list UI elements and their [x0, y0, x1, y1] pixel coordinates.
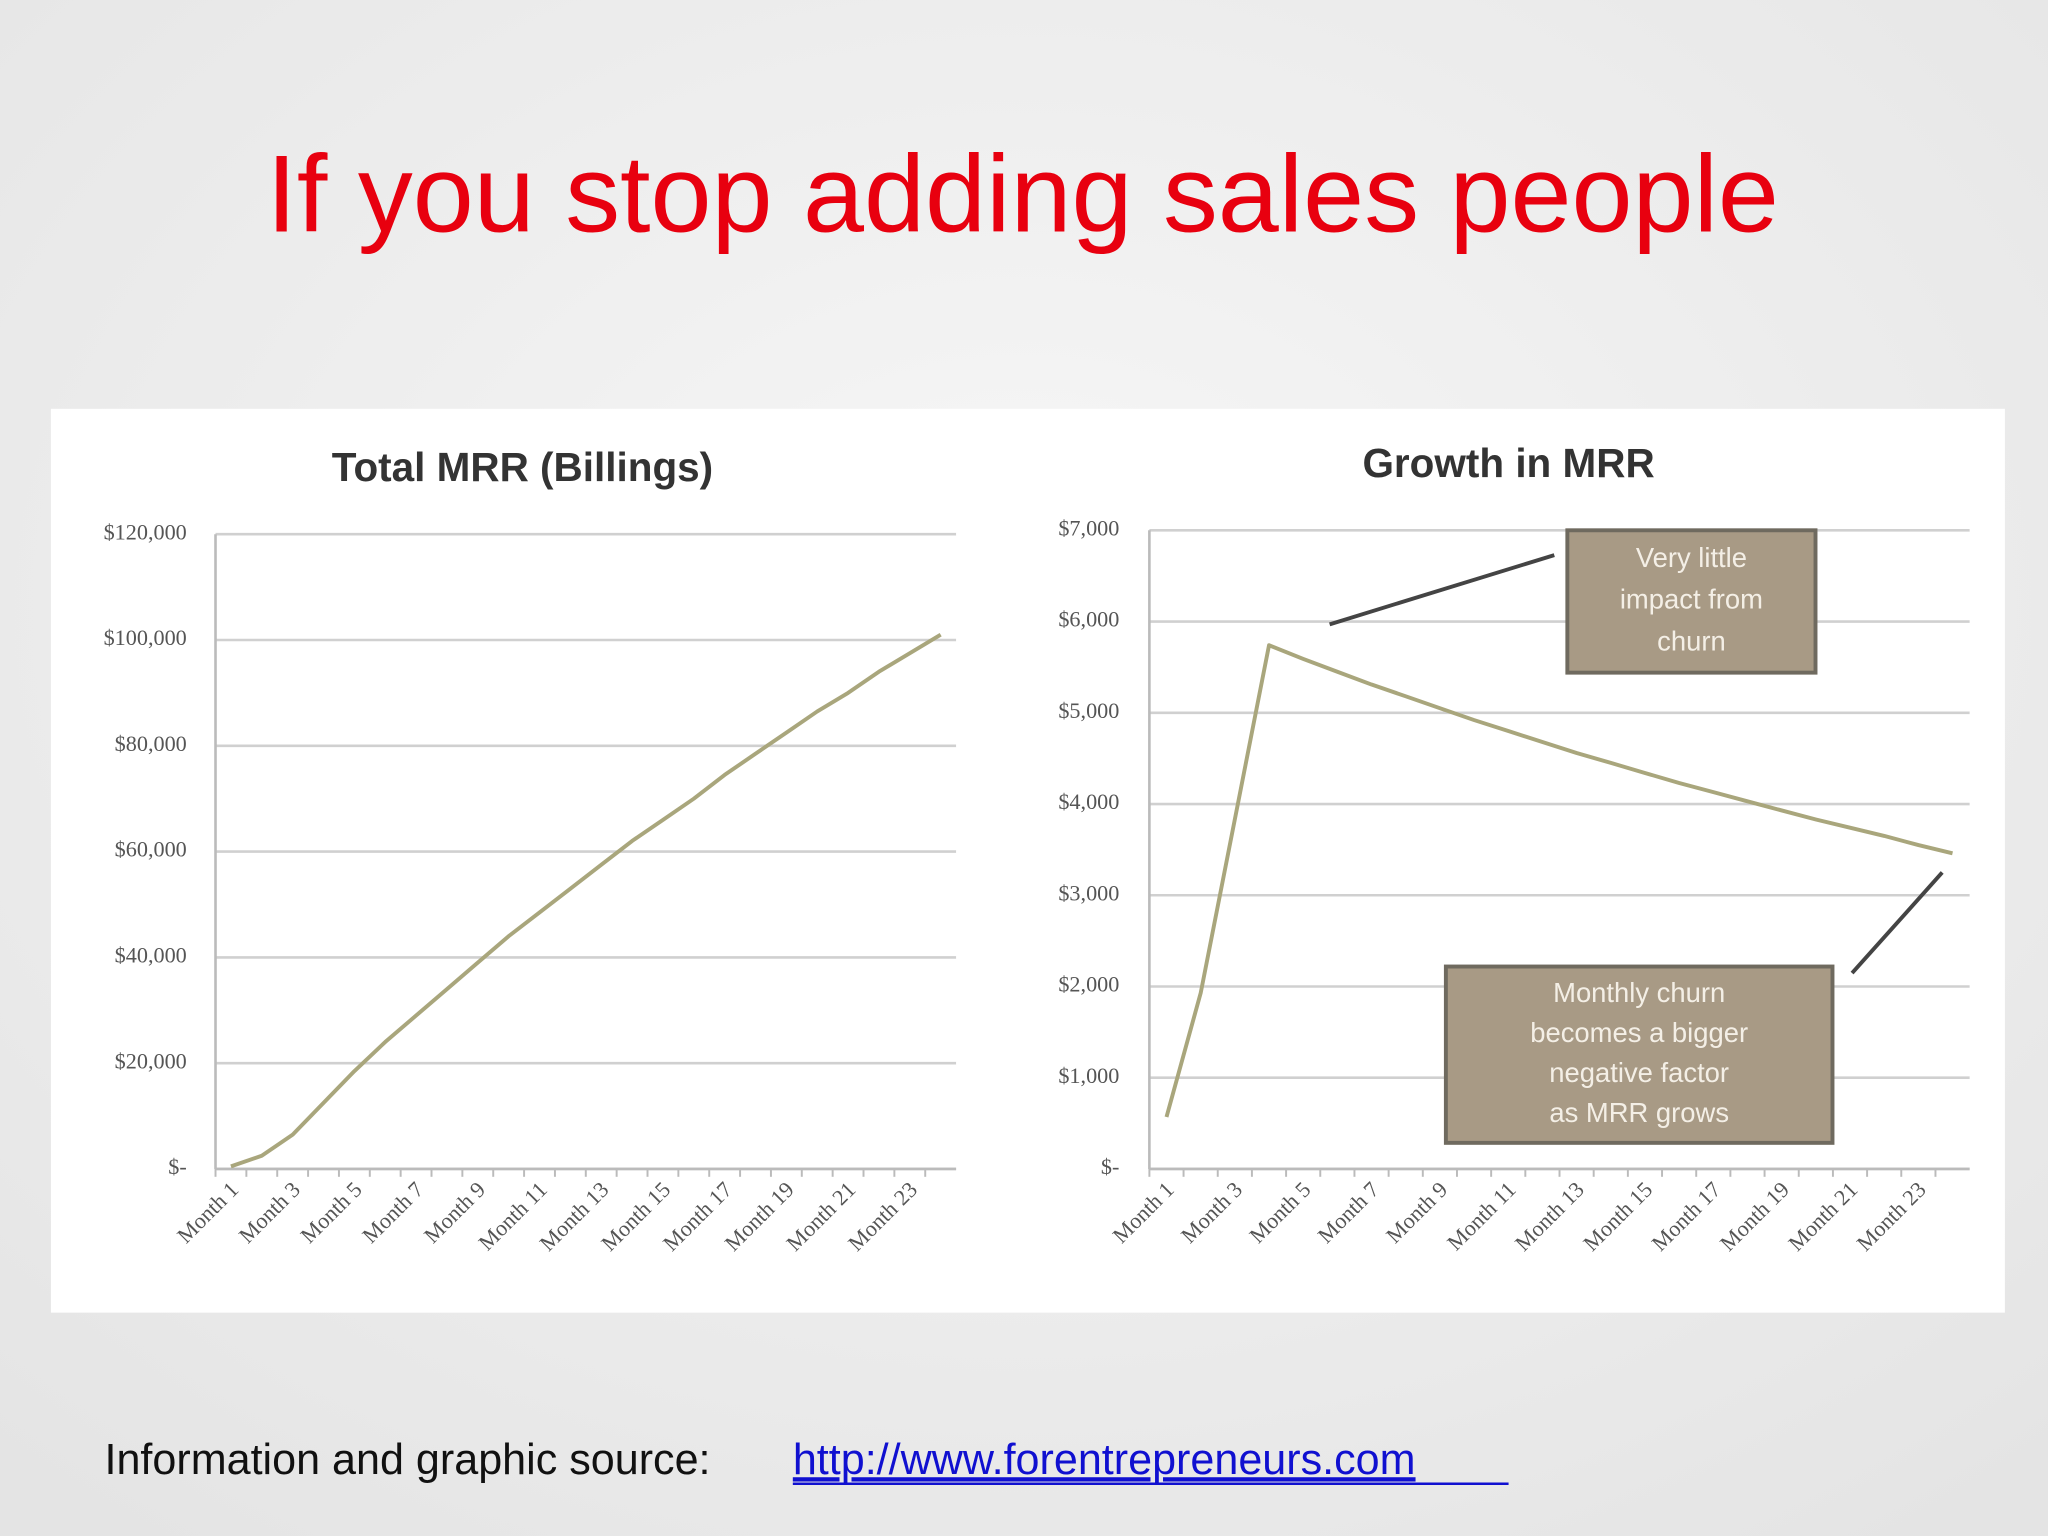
y-tick-label: $120,000	[104, 519, 187, 544]
annotation-text: as MRR grows	[1549, 1097, 1729, 1128]
y-tick-label: $-	[1101, 1154, 1119, 1179]
y-tick-label: $5,000	[1058, 698, 1119, 723]
annotation-text: Monthly churn	[1553, 977, 1725, 1008]
line-series	[1164, 643, 1953, 1118]
annotation-box	[1565, 528, 1818, 675]
annotation-text: churn	[1657, 626, 1726, 657]
y-tick-label: $20,000	[115, 1048, 187, 1073]
annotation-text: becomes a bigger	[1530, 1017, 1748, 1048]
y-tick-label: $4,000	[1058, 789, 1119, 814]
annotation-arrow	[1850, 871, 1944, 975]
annotation-box	[1443, 964, 1835, 1145]
y-tick-label: $100,000	[104, 625, 187, 650]
annotation-text: impact from	[1620, 584, 1763, 615]
annotation-text: Very little	[1636, 542, 1747, 573]
chart-title: Total MRR (Billings)	[332, 444, 713, 490]
y-tick-label: $1,000	[1058, 1063, 1119, 1088]
y-tick-label: $-	[168, 1154, 186, 1179]
annotation-arrow	[1329, 553, 1555, 627]
y-tick-label: $60,000	[115, 837, 187, 862]
slide-title: If you stop adding sales people	[266, 133, 1779, 255]
line-series	[230, 632, 942, 1169]
source-label: Information and graphic source:	[104, 1436, 710, 1484]
y-tick-label: $2,000	[1058, 972, 1119, 997]
y-tick-label: $6,000	[1058, 607, 1119, 632]
y-tick-label: $40,000	[115, 942, 187, 967]
source-link[interactable]: http://www.forentrepreneurs.com	[793, 1436, 1416, 1484]
y-tick-label: $7,000	[1058, 515, 1119, 540]
y-tick-label: $80,000	[115, 731, 187, 756]
chart-title: Growth in MRR	[1362, 440, 1654, 486]
y-tick-label: $3,000	[1058, 880, 1119, 905]
annotation-text: negative factor	[1549, 1057, 1729, 1088]
